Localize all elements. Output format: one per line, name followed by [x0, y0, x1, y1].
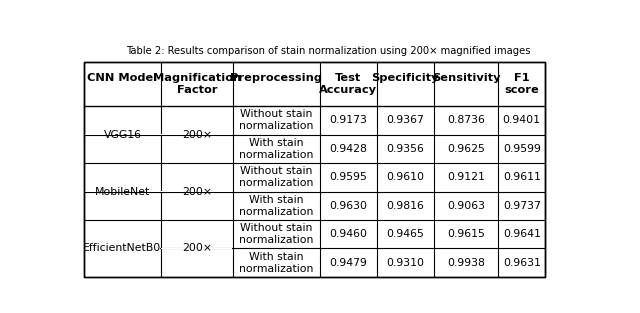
Bar: [161, 248, 232, 249]
Text: 0.9938: 0.9938: [447, 258, 485, 268]
Text: 0.9615: 0.9615: [447, 229, 485, 239]
Text: 200×: 200×: [182, 187, 212, 197]
Bar: [84, 134, 161, 136]
Text: 0.8736: 0.8736: [447, 115, 485, 126]
Bar: [84, 62, 545, 277]
Text: 200×: 200×: [182, 244, 212, 254]
Text: 0.9630: 0.9630: [329, 201, 367, 211]
Text: 200×: 200×: [182, 130, 212, 140]
Text: normalization: normalization: [239, 178, 314, 188]
Text: 0.9625: 0.9625: [447, 144, 485, 154]
Bar: [161, 191, 232, 192]
Text: Magnification: Magnification: [153, 73, 241, 83]
Text: 0.9599: 0.9599: [503, 144, 541, 154]
Text: 0.9479: 0.9479: [329, 258, 367, 268]
Text: 0.9465: 0.9465: [386, 229, 424, 239]
Text: Accuracy: Accuracy: [319, 85, 377, 95]
Text: 0.9460: 0.9460: [329, 229, 367, 239]
Text: score: score: [504, 85, 539, 95]
Text: Specificity: Specificity: [371, 73, 439, 83]
Text: Preprocessing: Preprocessing: [230, 73, 322, 83]
Text: Test: Test: [335, 73, 361, 83]
Text: Without stain: Without stain: [240, 110, 312, 120]
Text: 0.9737: 0.9737: [503, 201, 541, 211]
Bar: [161, 134, 232, 136]
Text: 0.9173: 0.9173: [329, 115, 367, 126]
Text: normalization: normalization: [239, 235, 314, 245]
Text: 0.9631: 0.9631: [503, 258, 541, 268]
Text: normalization: normalization: [239, 264, 314, 274]
Bar: [84, 62, 545, 277]
Text: 0.9367: 0.9367: [386, 115, 424, 126]
Bar: [84, 248, 161, 249]
Text: Without stain: Without stain: [240, 223, 312, 233]
Text: normalization: normalization: [239, 207, 314, 217]
Text: Factor: Factor: [177, 85, 217, 95]
Text: MobileNet: MobileNet: [95, 187, 150, 197]
Text: 0.9641: 0.9641: [503, 229, 541, 239]
Text: normalization: normalization: [239, 121, 314, 131]
Text: CNN Model: CNN Model: [87, 73, 157, 83]
Text: normalization: normalization: [239, 150, 314, 160]
Text: Without stain: Without stain: [240, 166, 312, 176]
Text: 0.9816: 0.9816: [386, 201, 424, 211]
Text: EfficientNetB0: EfficientNetB0: [83, 244, 161, 254]
Text: 0.9356: 0.9356: [386, 144, 424, 154]
Text: With stain: With stain: [249, 195, 303, 205]
Text: Sensitivity: Sensitivity: [431, 73, 500, 83]
Text: 0.9611: 0.9611: [503, 172, 541, 182]
Bar: [84, 191, 161, 192]
Text: 0.9310: 0.9310: [386, 258, 424, 268]
Text: With stain: With stain: [249, 138, 303, 148]
Text: 0.9428: 0.9428: [329, 144, 367, 154]
Text: Table 2: Results comparison of stain normalization using 200× magnified images: Table 2: Results comparison of stain nor…: [125, 46, 531, 56]
Text: 0.9595: 0.9595: [329, 172, 367, 182]
Text: VGG16: VGG16: [104, 130, 141, 140]
Text: 0.9063: 0.9063: [447, 201, 485, 211]
Text: With stain: With stain: [249, 252, 303, 262]
Text: F1: F1: [514, 73, 529, 83]
Text: 0.9121: 0.9121: [447, 172, 485, 182]
Text: 0.9401: 0.9401: [502, 115, 541, 126]
Text: 0.9610: 0.9610: [386, 172, 424, 182]
